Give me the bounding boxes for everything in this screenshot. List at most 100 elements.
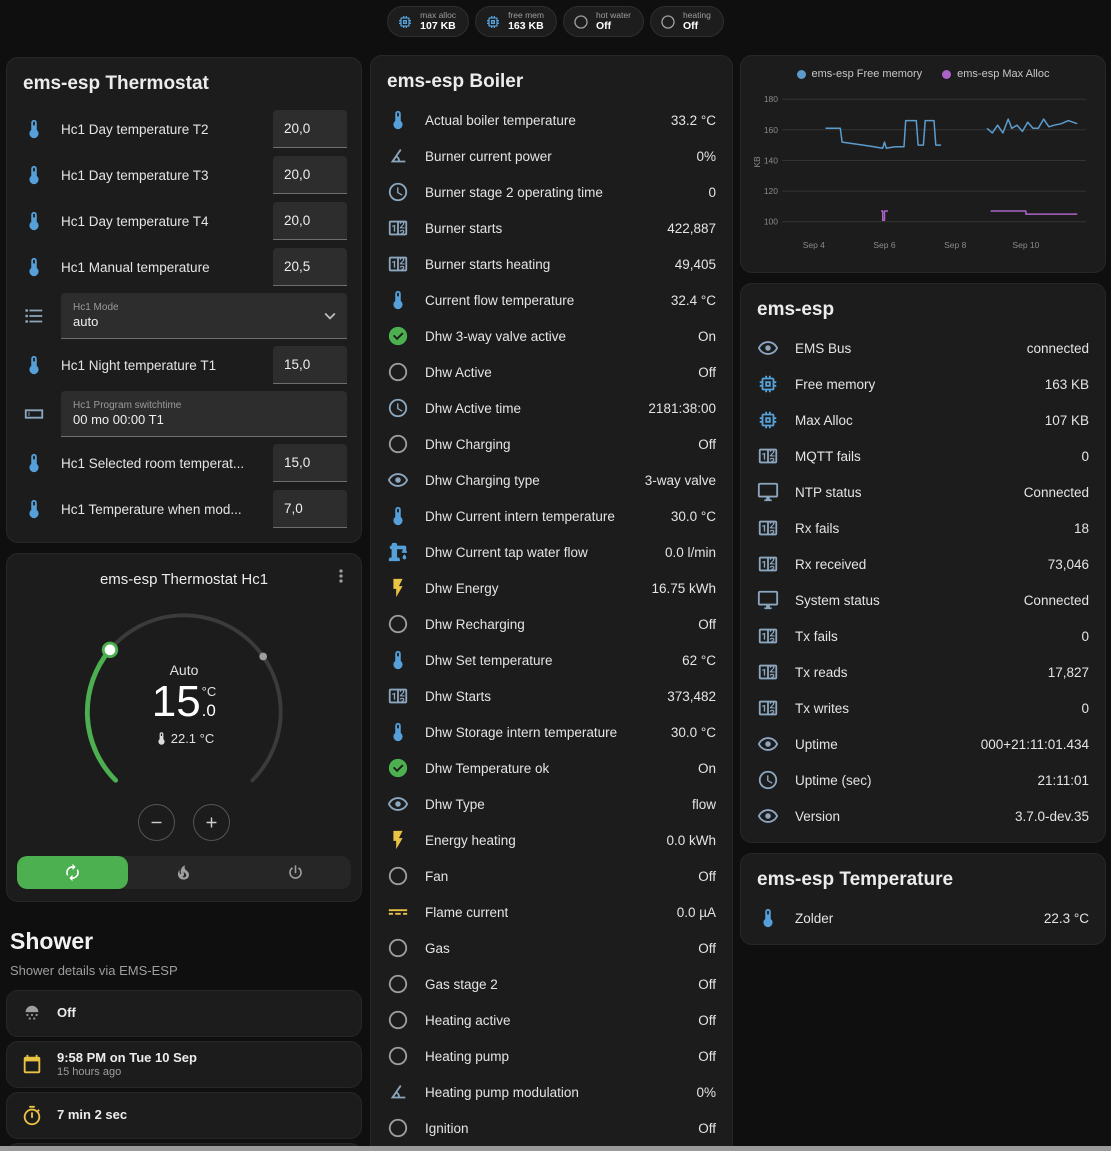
entity-row[interactable]: Burner stage 2 operating time 0 <box>371 174 732 210</box>
entity-row[interactable]: Tx reads 17,827 <box>741 654 1105 690</box>
entity-row[interactable]: MQTT fails 0 <box>741 438 1105 474</box>
entity-icon <box>757 907 779 929</box>
entity-name: Dhw Charging type <box>425 472 540 488</box>
thermostat-dial[interactable]: Auto 15 °C .0 22.1 °C <box>7 596 361 850</box>
entity-row[interactable]: Rx fails 18 <box>741 510 1105 546</box>
number-input[interactable]: 20,0 <box>273 110 347 148</box>
entity-row[interactable]: Dhw Active time 2181:38:00 <box>371 390 732 426</box>
entity-row[interactable]: Heating pump modulation 0% <box>371 1074 732 1110</box>
entity-icon <box>23 403 45 425</box>
entity-row[interactable]: Dhw Active Off <box>371 354 732 390</box>
badge-label: free mem <box>508 9 544 20</box>
number-input[interactable]: 15,0 <box>273 346 347 384</box>
header-badges: max alloc 107 KB free mem 163 KB hot wat… <box>0 6 1111 37</box>
entity-row[interactable]: Gas Off <box>371 930 732 966</box>
entity-row: Hc1 Day temperature T2 20,0 <box>23 106 347 152</box>
entity-row[interactable]: Burner starts heating 49,405 <box>371 246 732 282</box>
status-badge[interactable]: hot water Off <box>562 6 644 37</box>
entity-row[interactable]: Dhw Current tap water flow 0.0 l/min <box>371 534 732 570</box>
entity-row[interactable]: Max Alloc 107 KB <box>741 402 1105 438</box>
shower-info-card[interactable]: 9:58 PM on Tue 10 Sep 15 hours ago <box>6 1041 362 1088</box>
entity-name: Burner starts <box>425 220 503 236</box>
shower-card-value: Off <box>57 1005 76 1021</box>
entity-row[interactable]: Tx fails 0 <box>741 618 1105 654</box>
entity-row[interactable]: Heating active Off <box>371 1002 732 1038</box>
entity-row[interactable]: Dhw Type flow <box>371 786 732 822</box>
shower-info-card[interactable]: Off <box>6 990 362 1037</box>
mode-select[interactable]: Hc1 Mode auto <box>61 293 347 339</box>
entity-icon <box>387 109 409 131</box>
shower-info-card[interactable]: 7 min 2 sec <box>6 1092 362 1139</box>
entity-row[interactable]: Energy heating 0.0 kWh <box>371 822 732 858</box>
entity-row[interactable]: Dhw Set temperature 62 °C <box>371 642 732 678</box>
number-input[interactable]: 20,0 <box>273 156 347 194</box>
entity-value: 18 <box>1073 520 1089 536</box>
number-input[interactable]: 20,0 <box>273 202 347 240</box>
text-input[interactable]: Hc1 Program switchtime 00 mo 00:00 T1 <box>61 391 347 437</box>
entity-name: Version <box>795 808 841 824</box>
entity-row[interactable]: Dhw 3-way valve active On <box>371 318 732 354</box>
entity-row[interactable]: Dhw Starts 373,482 <box>371 678 732 714</box>
hvac-mode-button[interactable] <box>17 856 129 889</box>
entity-row[interactable]: Zolder 22.3 °C <box>741 900 1105 936</box>
entity-row[interactable]: Tx writes 0 <box>741 690 1105 726</box>
number-input[interactable]: 7,0 <box>273 490 347 528</box>
status-badge[interactable]: max alloc 107 KB <box>387 6 470 37</box>
temp-decrease-button[interactable] <box>138 804 175 841</box>
entity-name: Dhw Charging <box>425 436 511 452</box>
entity-icon <box>23 498 45 520</box>
entity-row[interactable]: Rx received 73,046 <box>741 546 1105 582</box>
entity-row[interactable]: Burner starts 422,887 <box>371 210 732 246</box>
more-menu-icon[interactable] <box>331 566 351 586</box>
entity-row[interactable]: Uptime 000+21:11:01.434 <box>741 726 1105 762</box>
entity-row[interactable]: Dhw Current intern temperature 30.0 °C <box>371 498 732 534</box>
entity-row[interactable]: System status Connected <box>741 582 1105 618</box>
entity-value: On <box>697 328 716 344</box>
entity-icon <box>387 937 409 959</box>
entity-name: Dhw Type <box>425 796 485 812</box>
temp-increase-button[interactable] <box>193 804 230 841</box>
entity-row[interactable]: Actual boiler temperature 33.2 °C <box>371 102 732 138</box>
entity-row[interactable]: Dhw Charging type 3-way valve <box>371 462 732 498</box>
entity-name: Hc1 Temperature when mod... <box>61 501 242 517</box>
hvac-mode-button[interactable] <box>128 856 239 889</box>
hvac-mode-button[interactable] <box>240 856 351 889</box>
horizontal-scrollbar[interactable] <box>0 1146 1111 1151</box>
entity-icon <box>387 1081 409 1103</box>
status-badge[interactable]: free mem 163 KB <box>475 6 557 37</box>
entity-row[interactable]: Version 3.7.0-dev.35 <box>741 798 1105 834</box>
status-badge[interactable]: heating Off <box>649 6 724 37</box>
entity-row[interactable]: Fan Off <box>371 858 732 894</box>
number-input[interactable]: 20,5 <box>273 248 347 286</box>
entity-row[interactable]: Heating pump Off <box>371 1038 732 1074</box>
entity-value: 33.2 °C <box>670 112 716 128</box>
entity-row[interactable]: NTP status Connected <box>741 474 1105 510</box>
entity-row[interactable]: Dhw Storage intern temperature 30.0 °C <box>371 714 732 750</box>
entity-row[interactable]: Ignition Off <box>371 1110 732 1146</box>
entity-row[interactable]: EMS Bus connected <box>741 330 1105 366</box>
entity-name: Tx reads <box>795 664 848 680</box>
entity-row[interactable]: Free memory 163 KB <box>741 366 1105 402</box>
entity-value: 49,405 <box>674 256 716 272</box>
entity-value: 22.3 °C <box>1043 910 1089 926</box>
entity-name: Heating active <box>425 1012 511 1028</box>
legend-item[interactable]: ems-esp Max Alloc <box>942 68 1049 80</box>
entity-row[interactable]: Dhw Charging Off <box>371 426 732 462</box>
entity-row[interactable]: Flame current 0.0 µA <box>371 894 732 930</box>
entity-name: Dhw Storage intern temperature <box>425 724 618 740</box>
entity-row[interactable]: Current flow temperature 32.4 °C <box>371 282 732 318</box>
number-input[interactable]: 15,0 <box>273 444 347 482</box>
entity-value: connected <box>1026 340 1089 356</box>
entity-row[interactable]: Dhw Temperature ok On <box>371 750 732 786</box>
entity-row[interactable]: Burner current power 0% <box>371 138 732 174</box>
entity-value: 107 KB <box>1044 412 1089 428</box>
entity-value: 3-way valve <box>644 472 716 488</box>
entity-row[interactable]: Gas stage 2 Off <box>371 966 732 1002</box>
entity-row[interactable]: Dhw Energy 16.75 kWh <box>371 570 732 606</box>
legend-item[interactable]: ems-esp Free memory <box>796 68 922 80</box>
entity-row: Hc1 Night temperature T1 15,0 <box>23 342 347 388</box>
entity-value: 422,887 <box>667 220 716 236</box>
entity-row[interactable]: Uptime (sec) 21:11:01 <box>741 762 1105 798</box>
entity-row[interactable]: Dhw Recharging Off <box>371 606 732 642</box>
entity-value: Connected <box>1023 484 1089 500</box>
